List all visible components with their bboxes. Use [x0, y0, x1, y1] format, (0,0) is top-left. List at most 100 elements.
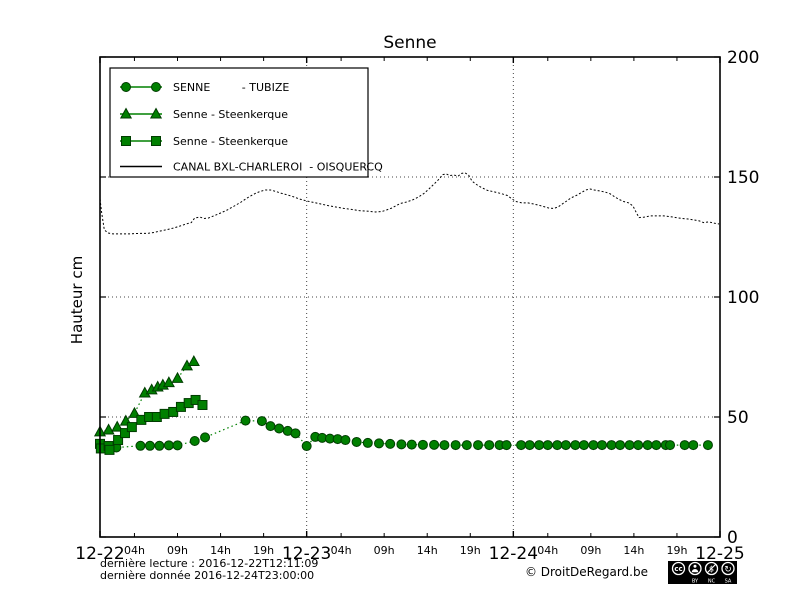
y-tick-label: 0 [727, 528, 738, 548]
legend-item: CANAL BXL-CHARLEROI - OISQUERCQ [120, 161, 383, 174]
data-point-marker [396, 439, 407, 450]
cc-label-by: BY [692, 579, 699, 585]
data-point-marker [340, 435, 351, 446]
data-point-marker [144, 440, 155, 451]
day-tick-label: 12-25 [695, 544, 744, 564]
data-point-marker [111, 420, 124, 432]
data-point-marker [702, 440, 713, 451]
legend-label: CANAL BXL-CHARLEROI - OISQUERCQ [173, 161, 383, 174]
y-tick-label: 200 [727, 48, 759, 68]
data-point-marker [588, 440, 599, 451]
data-point-marker [633, 440, 644, 451]
data-point-marker [171, 371, 184, 383]
data-point-marker [439, 440, 450, 451]
hour-tick-label: 09h [580, 544, 601, 557]
y-axis-label: Hauteur cm [68, 256, 86, 344]
series-senne-tubize [95, 415, 713, 453]
cc-badge-background [668, 561, 737, 584]
data-point-marker [162, 376, 175, 388]
data-point-marker [524, 440, 535, 451]
data-point-marker [256, 416, 267, 427]
data-point-marker [651, 440, 662, 451]
legend-marker [151, 136, 161, 146]
data-point-marker [570, 440, 581, 451]
day-tick-label: 12-22 [75, 544, 124, 564]
data-point-marker [172, 440, 183, 451]
by-person-head [693, 564, 697, 568]
legend-item: SENNE - TUBIZE [120, 81, 289, 94]
y-tick-label: 50 [727, 408, 749, 428]
data-point-marker [473, 440, 484, 451]
data-point-marker [187, 355, 200, 367]
data-point-marker [688, 440, 699, 451]
data-point-marker [159, 408, 170, 419]
data-point-marker [168, 406, 179, 417]
data-point-marker [240, 415, 251, 426]
legend-label: SENNE - TUBIZE [173, 81, 289, 94]
hour-tick-label: 14h [417, 544, 438, 557]
y-tick-label: 100 [727, 288, 759, 308]
hour-tick-label: 04h [537, 544, 558, 557]
legend-marker [121, 136, 131, 146]
data-point-marker [665, 440, 676, 451]
sa-arrow-icon [721, 561, 735, 576]
data-point-marker [429, 439, 440, 450]
legend-marker [121, 82, 131, 92]
hour-tick-label: 19h [253, 544, 274, 557]
data-point-marker [516, 440, 527, 451]
data-series [93, 172, 720, 455]
legend-marker [151, 82, 161, 92]
legend-marker [119, 107, 133, 119]
data-point-marker [552, 440, 563, 451]
data-point-marker [197, 400, 208, 410]
cc-icon [671, 561, 686, 576]
series-line [99, 172, 720, 235]
hour-tick-label: 14h [210, 544, 231, 557]
data-point-marker [417, 439, 428, 450]
data-point-marker [113, 435, 124, 446]
data-point-marker [542, 440, 553, 451]
footer-last-read: dernière lecture : 2016-12-22T12:11:09 [100, 557, 318, 570]
data-point-marker [104, 444, 115, 455]
data-point-marker [374, 438, 384, 449]
legend-item: Senne - Steenkerque [119, 107, 288, 121]
data-point-marker [484, 440, 495, 451]
data-point-marker [642, 440, 653, 451]
hour-tick-label: 19h [460, 544, 481, 557]
data-point-marker [362, 437, 373, 448]
legend-label: Senne - Steenkerque [173, 135, 288, 148]
nc-dollar-icon [704, 561, 719, 576]
copyright-text: © DroitDeRegard.be [525, 565, 648, 579]
chart-title: Senne [383, 33, 436, 53]
data-point-marker [190, 394, 201, 405]
nc-slash [707, 564, 716, 573]
legend-item: Senne - Steenkerque [120, 135, 288, 148]
data-point-marker [606, 440, 617, 451]
data-point-marker [597, 440, 608, 451]
day-tick-label: 12-23 [282, 544, 331, 564]
data-point-marker [578, 440, 589, 451]
data-point-marker [450, 440, 461, 451]
data-point-marker [119, 428, 130, 439]
hour-tick-label: 09h [167, 544, 188, 557]
hour-tick-label: 04h [331, 544, 352, 557]
data-point-marker [615, 440, 626, 451]
legend-label: Senne - Steenkerque [173, 108, 288, 121]
data-point-marker [265, 421, 276, 432]
data-point-marker [406, 439, 417, 450]
data-point-marker [534, 440, 545, 451]
cc-label-nc: NC [708, 579, 716, 585]
data-point-marker [274, 423, 285, 434]
hour-tick-label: 14h [623, 544, 644, 557]
data-point-marker [290, 428, 301, 439]
hour-tick-label: 09h [374, 544, 395, 557]
cc-label-sa: SA [725, 579, 732, 585]
tick-marks [99, 56, 721, 538]
y-tick-label: 150 [727, 168, 759, 188]
day-tick-label: 12-24 [489, 544, 538, 564]
data-point-marker [154, 440, 165, 451]
data-point-marker [126, 422, 137, 433]
data-point-marker [679, 440, 690, 451]
